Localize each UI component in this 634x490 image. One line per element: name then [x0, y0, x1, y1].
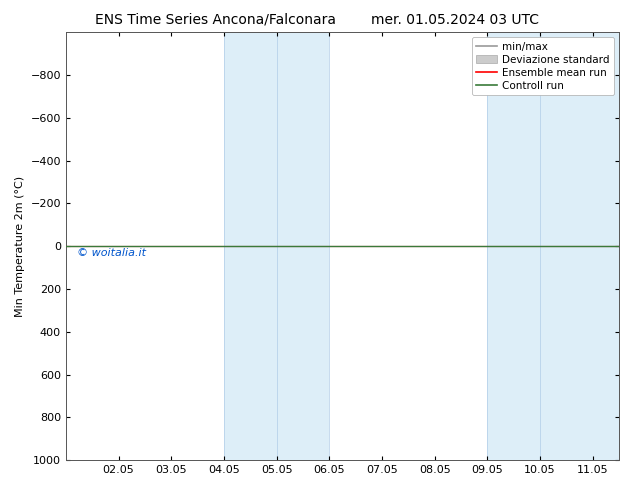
Legend: min/max, Deviazione standard, Ensemble mean run, Controll run: min/max, Deviazione standard, Ensemble m… — [472, 37, 614, 95]
Y-axis label: Min Temperature 2m (°C): Min Temperature 2m (°C) — [15, 175, 25, 317]
Text: © woitalia.it: © woitalia.it — [77, 248, 146, 258]
Bar — [488, 32, 619, 460]
Bar — [276, 32, 329, 460]
Bar — [224, 32, 276, 460]
Text: ENS Time Series Ancona/Falconara        mer. 01.05.2024 03 UTC: ENS Time Series Ancona/Falconara mer. 01… — [95, 12, 539, 26]
